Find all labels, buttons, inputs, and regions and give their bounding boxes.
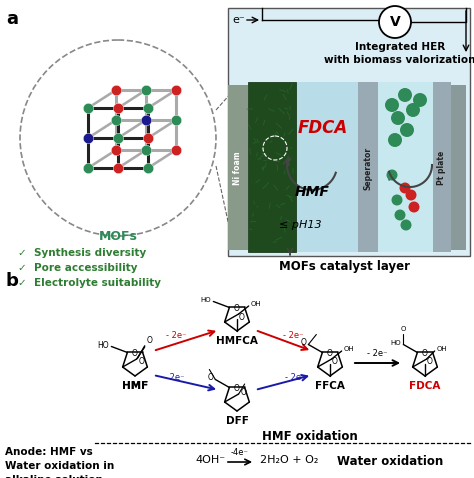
- Circle shape: [413, 93, 427, 107]
- Text: OH: OH: [251, 301, 261, 307]
- FancyBboxPatch shape: [296, 82, 358, 252]
- Text: HO: HO: [201, 297, 211, 304]
- Text: a: a: [6, 10, 18, 28]
- Circle shape: [409, 202, 419, 213]
- Circle shape: [394, 209, 405, 220]
- Text: 4OH⁻: 4OH⁻: [195, 455, 225, 465]
- Text: HMF: HMF: [122, 381, 148, 391]
- Text: b: b: [6, 272, 19, 290]
- Text: HMF: HMF: [294, 185, 329, 199]
- Text: HMFCA: HMFCA: [216, 336, 258, 346]
- Text: FDCA: FDCA: [298, 119, 348, 137]
- FancyBboxPatch shape: [228, 8, 470, 256]
- Text: ✓  Electrolyte suitability: ✓ Electrolyte suitability: [18, 278, 161, 288]
- Text: HO: HO: [98, 341, 109, 350]
- Text: O: O: [301, 338, 306, 347]
- Text: O: O: [208, 373, 213, 382]
- FancyBboxPatch shape: [248, 82, 296, 252]
- Text: O: O: [234, 384, 240, 393]
- Text: OH: OH: [437, 346, 447, 352]
- Text: O: O: [146, 336, 153, 345]
- Text: -4e⁻: -4e⁻: [231, 448, 249, 457]
- Text: O: O: [401, 326, 406, 333]
- FancyBboxPatch shape: [358, 82, 378, 252]
- Circle shape: [388, 133, 402, 147]
- FancyBboxPatch shape: [228, 85, 248, 250]
- Text: - 2e⁻: - 2e⁻: [367, 349, 388, 358]
- Text: FFCA: FFCA: [315, 381, 345, 391]
- Text: - 2e⁻: - 2e⁻: [283, 332, 304, 340]
- Text: ✓  Pore accessibility: ✓ Pore accessibility: [18, 263, 137, 273]
- Text: O: O: [132, 349, 138, 358]
- Text: Ni foam: Ni foam: [234, 151, 243, 185]
- Circle shape: [385, 98, 399, 112]
- Text: HO: HO: [391, 340, 401, 347]
- Text: ✓  Synthesis diversity: ✓ Synthesis diversity: [18, 248, 146, 258]
- Text: MOFs: MOFs: [99, 230, 137, 243]
- Text: O: O: [332, 358, 338, 367]
- Text: O: O: [327, 349, 333, 358]
- Text: HMF: HMF: [122, 381, 148, 391]
- Circle shape: [398, 88, 412, 102]
- Text: 2H₂O + O₂: 2H₂O + O₂: [260, 455, 319, 465]
- FancyBboxPatch shape: [451, 85, 466, 250]
- Circle shape: [392, 195, 402, 206]
- Text: O: O: [422, 349, 428, 358]
- Text: HMF oxidation: HMF oxidation: [262, 430, 358, 443]
- Circle shape: [405, 189, 417, 200]
- Text: ≤ pH13: ≤ pH13: [279, 220, 321, 230]
- Text: - 2e⁻: - 2e⁻: [164, 373, 184, 382]
- Text: e⁻: e⁻: [232, 15, 245, 25]
- Text: O: O: [138, 357, 145, 366]
- Text: MOFs catalyst layer: MOFs catalyst layer: [280, 260, 410, 273]
- Text: FDCA: FDCA: [410, 381, 441, 391]
- Circle shape: [386, 170, 398, 181]
- Text: Pt plate: Pt plate: [438, 151, 447, 185]
- Circle shape: [400, 183, 410, 194]
- Circle shape: [406, 103, 420, 117]
- Text: Integrated HER
with biomass valorization: Integrated HER with biomass valorization: [324, 42, 474, 65]
- Text: OH: OH: [344, 346, 354, 352]
- Text: - 2e⁻: - 2e⁻: [285, 373, 306, 382]
- FancyBboxPatch shape: [433, 82, 451, 252]
- Circle shape: [401, 219, 411, 230]
- Text: Seperator: Seperator: [364, 146, 373, 190]
- Circle shape: [400, 123, 414, 137]
- Text: DFF: DFF: [226, 416, 248, 426]
- Text: O: O: [241, 388, 246, 397]
- Text: - 2e⁻: - 2e⁻: [166, 332, 186, 340]
- Text: Anode: HMF vs
Water oxidation in
alkaline solution: Anode: HMF vs Water oxidation in alkalin…: [5, 447, 114, 478]
- Text: O: O: [234, 304, 240, 313]
- Text: O: O: [239, 313, 245, 322]
- Text: O: O: [427, 358, 433, 367]
- FancyBboxPatch shape: [378, 82, 433, 252]
- Circle shape: [379, 6, 411, 38]
- Text: Water oxidation: Water oxidation: [337, 455, 443, 468]
- Text: V: V: [390, 15, 401, 29]
- Circle shape: [391, 111, 405, 125]
